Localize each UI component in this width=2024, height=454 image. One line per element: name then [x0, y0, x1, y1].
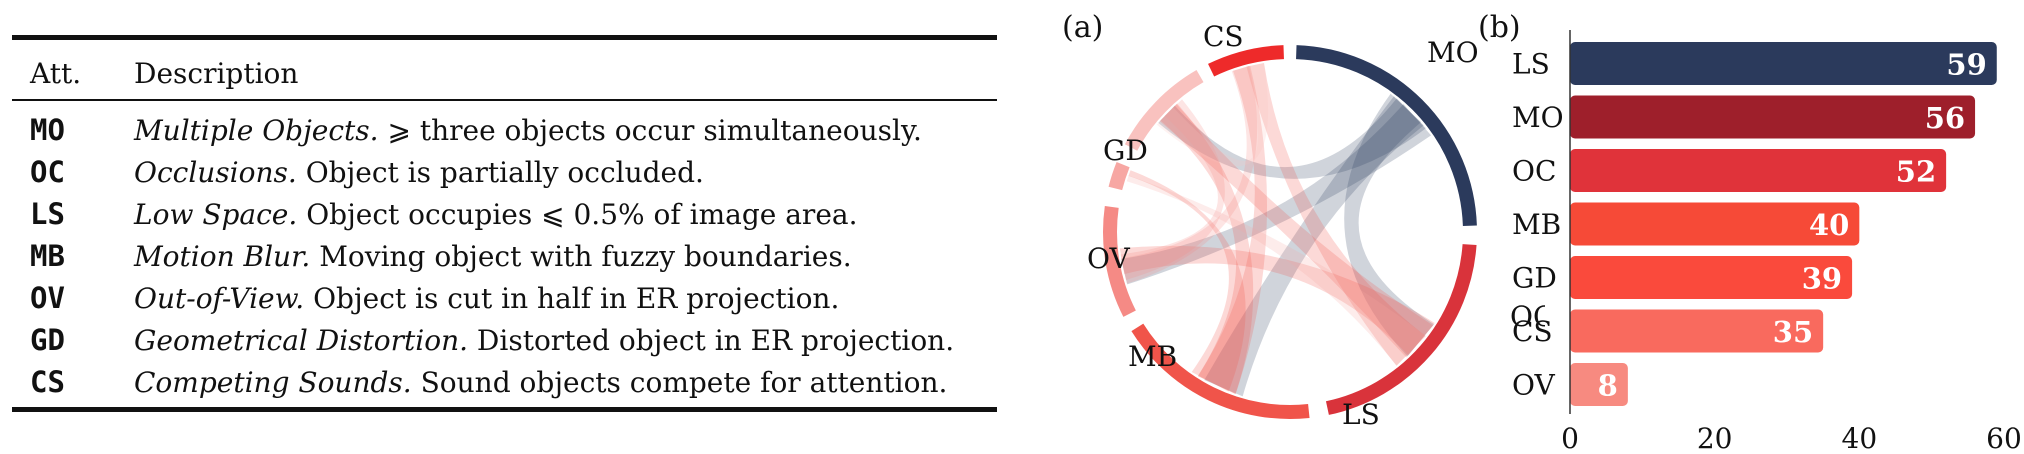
table-bottom-rule	[12, 407, 997, 412]
row-attribute-name: Multiple Objects.	[134, 114, 379, 147]
category-label-ls: LS	[1512, 48, 1550, 81]
chord-label-cs: CS	[1203, 20, 1244, 53]
bar-chart: LS 59 MO 56 OC 52 MB 40 GD 39 CS 35 OV 80 20 40 60	[1504, 0, 2024, 454]
category-label-oc: OC	[1512, 155, 1556, 188]
category-label-gd: GD	[1512, 262, 1557, 295]
row-description: Low Space. Object occupies ⩽ 0.5% of ima…	[134, 198, 857, 231]
row-abbr: OC	[30, 155, 65, 189]
table-row: CS Competing Sounds. Sound objects compe…	[12, 365, 997, 407]
row-description: Competing Sounds. Sound objects compete …	[134, 366, 947, 399]
x-tick-0: 0	[1561, 422, 1579, 454]
row-attribute-text: ⩾ three objects occur simultaneously.	[387, 114, 921, 147]
value-label-cs: 35	[1773, 315, 1813, 349]
value-label-mo: 56	[1925, 101, 1965, 135]
row-description: Multiple Objects. ⩾ three objects occur …	[134, 114, 922, 147]
bar-oc	[1570, 149, 1946, 192]
header-description: Description	[134, 57, 298, 90]
x-tick-40: 40	[1842, 422, 1878, 454]
chord-label-ls: LS	[1342, 398, 1380, 431]
category-label-ov: OV	[1512, 369, 1555, 402]
row-description: Occlusions. Object is partially occluded…	[134, 156, 704, 189]
row-attribute-name: Motion Blur.	[134, 240, 310, 273]
table-row: MO Multiple Objects. ⩾ three objects occ…	[12, 113, 997, 155]
row-abbr: MO	[30, 113, 65, 147]
attribute-table: Att. Description MO Multiple Objects. ⩾ …	[12, 35, 997, 415]
category-label-mb: MB	[1512, 208, 1561, 241]
row-description: Motion Blur. Moving object with fuzzy bo…	[134, 240, 852, 273]
row-attribute-name: Geometrical Distortion.	[134, 324, 468, 357]
chord-label-gd: GD	[1103, 134, 1148, 167]
value-label-ov: 8	[1598, 369, 1618, 403]
table-row: OC Occlusions. Object is partially occlu…	[12, 155, 997, 197]
row-abbr: MB	[30, 239, 65, 273]
row-abbr: OV	[30, 281, 65, 315]
category-label-cs: CS	[1512, 315, 1553, 348]
table-top-rule	[12, 35, 997, 40]
row-abbr: GD	[30, 323, 65, 357]
table-row: OV Out-of-View. Object is cut in half in…	[12, 281, 997, 323]
table-row: MB Motion Blur. Moving object with fuzzy…	[12, 239, 997, 281]
row-attribute-text: Object is partially occluded.	[306, 156, 704, 189]
chord-label-mo: MO	[1427, 36, 1479, 69]
row-abbr: CS	[30, 365, 65, 399]
category-label-mo: MO	[1512, 101, 1564, 134]
bar-ls	[1570, 42, 1997, 85]
row-description: Geometrical Distortion. Distorted object…	[134, 324, 954, 357]
chord-label-mb: MB	[1128, 340, 1177, 373]
row-attribute-text: Sound objects compete for attention.	[421, 366, 948, 399]
header-att: Att.	[30, 57, 81, 90]
chord-diagram: MOOCLSMBOVGDCS	[1045, 0, 1545, 454]
row-attribute-text: Moving object with fuzzy boundaries.	[319, 240, 851, 273]
row-description: Out-of-View. Object is cut in half in ER…	[134, 282, 839, 315]
row-attribute-text: Object is cut in half in ER projection.	[313, 282, 839, 315]
table-header-rule	[12, 99, 997, 101]
row-attribute-name: Occlusions.	[134, 156, 297, 189]
bar-mo	[1570, 96, 1975, 139]
row-attribute-text: Object occupies ⩽ 0.5% of image area.	[306, 198, 857, 231]
value-label-oc: 52	[1896, 155, 1936, 189]
x-tick-60: 60	[1986, 422, 2022, 454]
chord-label-ov: OV	[1087, 242, 1130, 275]
row-attribute-name: Low Space.	[134, 198, 297, 231]
row-attribute-text: Distorted object in ER projection.	[477, 324, 954, 357]
value-label-ls: 59	[1946, 48, 1986, 82]
table-row: GD Geometrical Distortion. Distorted obj…	[12, 323, 997, 365]
chord-arc-ov	[1115, 165, 1123, 189]
value-label-mb: 40	[1809, 208, 1849, 242]
x-tick-20: 20	[1697, 422, 1733, 454]
row-attribute-name: Out-of-View.	[134, 282, 304, 315]
value-label-gd: 39	[1802, 262, 1842, 296]
row-attribute-name: Competing Sounds.	[134, 366, 412, 399]
row-abbr: LS	[30, 197, 65, 231]
table-row: LS Low Space. Object occupies ⩽ 0.5% of …	[12, 197, 997, 239]
